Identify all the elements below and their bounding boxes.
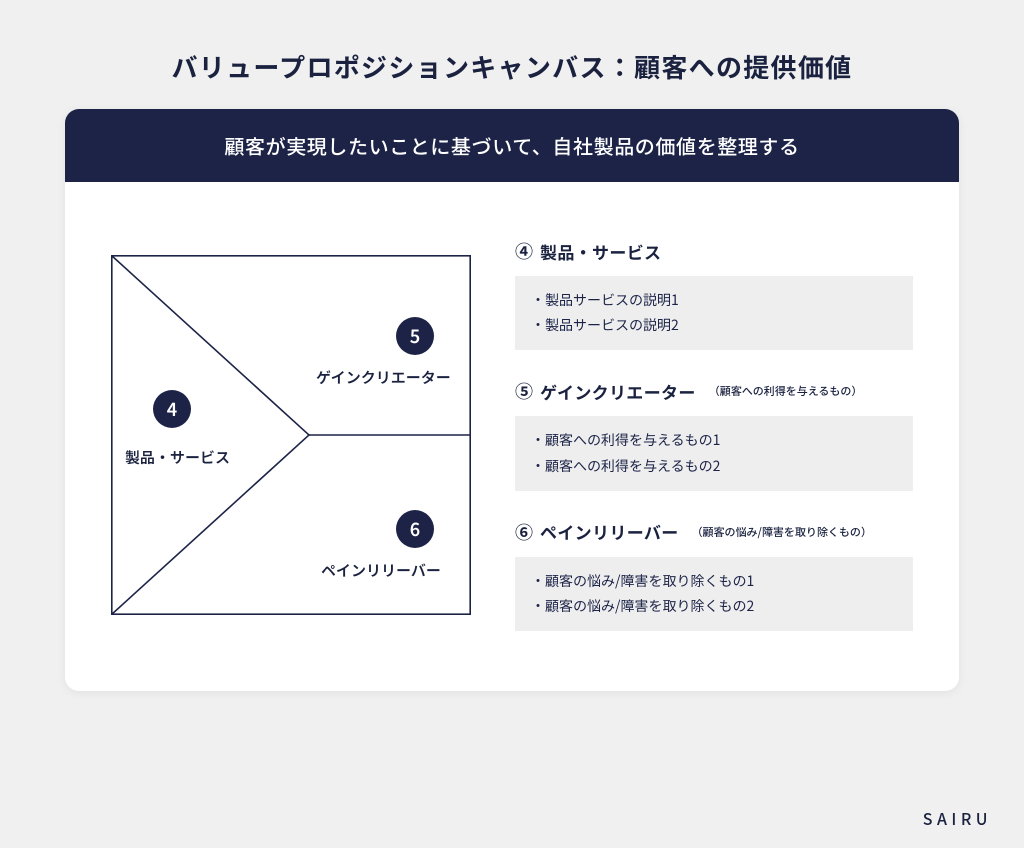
section-item: ・顧客の悩み/障害を取り除くもの2 xyxy=(531,594,897,619)
sections-column: ④ 製品・サービス・製品サービスの説明1・製品サービスの説明2 ⑤ ゲインクリエーター… xyxy=(515,238,913,631)
section-number-2: ⑥ xyxy=(515,519,533,545)
section-subtitle-2: （顧客の悩み/障害を取り除くもの） xyxy=(692,524,872,540)
section-2: ⑥ ペインリリーバー （顧客の悩み/障害を取り除くもの） ・顧客の悩み/障害を取り除く… xyxy=(515,519,913,631)
footer-brand: SAIRU xyxy=(923,806,992,830)
section-box-1: ・顧客への利得を与えるもの1・顧客への利得を与えるもの2 xyxy=(515,416,913,490)
section-title-2: ペインリリーバー xyxy=(540,519,679,544)
card-banner: 顧客が実現したいことに基づいて、自社製品の価値を整理する xyxy=(65,109,959,182)
section-head-0: ④ 製品・サービス xyxy=(515,238,913,264)
diagram-badge-bottom: 6 xyxy=(396,510,434,548)
canvas-card: 顧客が実現したいことに基づいて、自社製品の価値を整理する 4 製品・サービス 5 ゲイ… xyxy=(65,109,959,691)
section-item: ・顧客への利得を与えるもの2 xyxy=(531,454,897,479)
section-title-1: ゲインクリエーター xyxy=(540,379,696,404)
section-head-2: ⑥ ペインリリーバー （顧客の悩み/障害を取り除くもの） xyxy=(515,519,913,545)
section-number-1: ⑤ xyxy=(515,378,533,404)
section-0: ④ 製品・サービス・製品サービスの説明1・製品サービスの説明2 xyxy=(515,238,913,350)
card-body: 4製品・サービス5ゲインクリエーター6ペインリリーバー ④製品・サービス・製品サ… xyxy=(65,182,959,691)
diagram-label-top: ゲインクリエーター xyxy=(316,367,451,388)
section-head-1: ⑤ ゲインクリエーター （顧客への利得を与えるもの） xyxy=(515,378,913,404)
section-box-0: ・製品サービスの説明1・製品サービスの説明2 xyxy=(515,276,913,350)
section-item: ・製品サービスの説明1 xyxy=(531,288,897,313)
diagram-badge-left: 4 xyxy=(153,390,191,428)
section-item: ・製品サービスの説明2 xyxy=(531,313,897,338)
section-1: ⑤ ゲインクリエーター （顧客への利得を与えるもの） ・顧客への利得を与えるもの1・顧… xyxy=(515,378,913,490)
section-subtitle-1: （顧客への利得を与えるもの） xyxy=(709,383,863,399)
diagram-badge-top: 5 xyxy=(396,317,434,355)
section-box-2: ・顧客の悩み/障害を取り除くもの1・顧客の悩み/障害を取り除くもの2 xyxy=(515,557,913,631)
section-number-0: ④ xyxy=(515,238,533,264)
diagram-label-bottom: ペインリリーバー xyxy=(321,560,441,581)
section-item: ・顧客の悩み/障害を取り除くもの1 xyxy=(531,569,897,594)
page-title: バリュープロポジションキャンバス：顧客への提供価値 xyxy=(0,0,1024,109)
value-map-diagram: 4 製品・サービス 5 ゲインクリエーター 6 ペインリリーバー xyxy=(111,255,471,615)
section-item: ・顧客への利得を与えるもの1 xyxy=(531,428,897,453)
section-title-0: 製品・サービス xyxy=(540,239,661,264)
diagram-column: 4 製品・サービス 5 ゲインクリエーター 6 ペインリリーバー xyxy=(111,238,471,631)
diagram-label-left: 製品・サービス xyxy=(125,447,230,468)
